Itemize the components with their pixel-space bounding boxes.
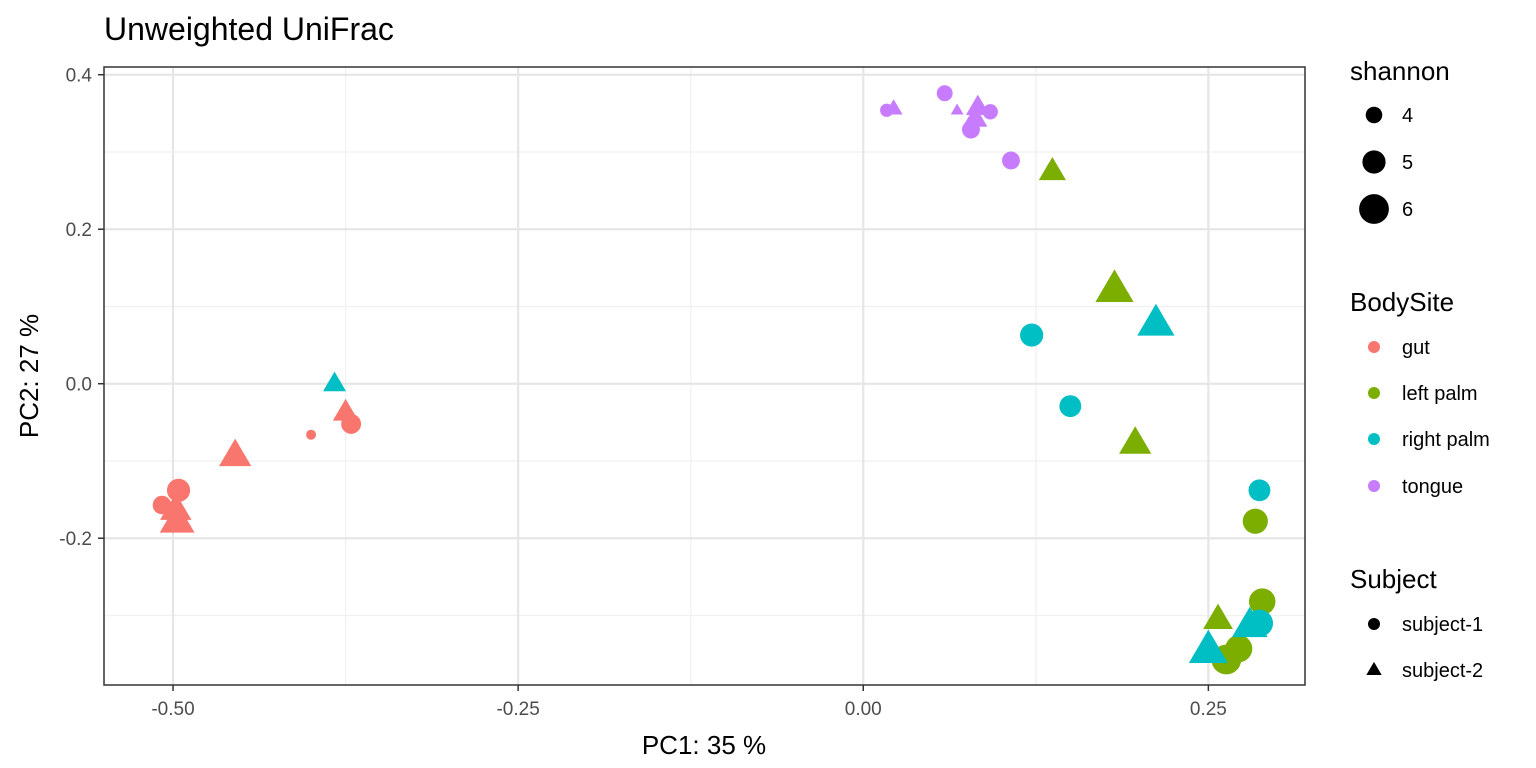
- y-axis-title: PC2: 27 %: [14, 314, 44, 438]
- data-point-right-palm-subject-1: [1245, 609, 1274, 637]
- data-point-right-palm-subject-1: [1248, 479, 1271, 502]
- legend-bodysite-label: right palm: [1402, 429, 1490, 451]
- y-tick-label: -0.2: [59, 529, 92, 550]
- data-point-gut-subject-2: [159, 502, 195, 533]
- legend-subject: Subject subject-1 subject-2: [1350, 564, 1483, 682]
- x-axis-title: PC1: 35 %: [642, 730, 766, 760]
- legend-subject-label: subject-2: [1402, 660, 1483, 682]
- x-tick-label: -0.25: [496, 699, 539, 720]
- data-point-tongue-subject-2: [884, 99, 903, 115]
- major-gridlines: [104, 67, 1305, 685]
- minor-gridlines: [104, 67, 1305, 685]
- data-point-gut-subject-1: [341, 413, 362, 434]
- y-tick-label: 0.2: [66, 220, 92, 241]
- x-axis-ticks: -0.50 -0.25 0.00 0.25: [151, 685, 1227, 720]
- legend-bodysite-title: BodySite: [1350, 287, 1454, 317]
- data-point-tongue-subject-1: [936, 85, 953, 102]
- legend-shannon-label: 6: [1402, 199, 1413, 221]
- legend-bodysite-label: gut: [1402, 337, 1430, 359]
- legend-bodysite-key: [1368, 433, 1380, 445]
- data-point-right-palm-subject-1: [1020, 323, 1044, 347]
- data-point-left-palm-subject-2: [1203, 603, 1233, 630]
- y-axis-ticks: -0.2 0.0 0.2 0.4: [59, 66, 104, 550]
- data-point-tongue-subject-2: [950, 103, 964, 115]
- legend-shannon-title: shannon: [1350, 56, 1450, 86]
- legend-shannon-label: 5: [1402, 152, 1413, 174]
- legend-subject-key: [1368, 618, 1380, 630]
- legend-subject-label: subject-1: [1402, 614, 1483, 636]
- x-tick-label: 0.25: [1190, 699, 1227, 720]
- legend-shannon-key: [1362, 150, 1386, 174]
- legend-bodysite-key: [1368, 480, 1380, 492]
- legend-shannon-key: [1359, 194, 1389, 224]
- data-point-left-palm-subject-2: [1038, 156, 1066, 181]
- legend-bodysite-key: [1368, 387, 1380, 399]
- data-point-tongue-subject-1: [982, 104, 998, 120]
- legend-subject-title: Subject: [1350, 564, 1437, 594]
- legend-bodysite-label: left palm: [1402, 383, 1478, 405]
- legend-bodysite-label: tongue: [1402, 476, 1463, 498]
- data-point-gut-subject-2: [218, 438, 252, 467]
- data-point-left-palm-subject-1: [1248, 588, 1276, 615]
- y-tick-label: 0.4: [66, 66, 93, 87]
- legend-shannon-label: 4: [1402, 105, 1413, 127]
- data-point-right-palm-subject-2: [323, 371, 347, 392]
- legend-bodysite-key: [1368, 341, 1380, 353]
- data-point-tongue-subject-1: [1002, 151, 1020, 170]
- plot-panel-border: [103, 66, 1306, 686]
- data-point-left-palm-subject-1: [1242, 508, 1268, 534]
- x-tick-label: -0.50: [151, 699, 194, 720]
- data-point-right-palm-subject-2: [1137, 303, 1175, 336]
- data-point-left-palm-subject-2: [1095, 269, 1134, 302]
- chart-title: Unweighted UniFrac: [104, 11, 394, 47]
- data-point-gut-subject-1: [306, 429, 317, 440]
- data-point-left-palm-subject-2: [1119, 426, 1152, 454]
- legend-shannon: shannon 4 5 6: [1350, 56, 1450, 224]
- data-point-tongue-subject-2: [962, 105, 988, 127]
- legend-subject-key: [1366, 661, 1382, 676]
- y-tick-label: 0.0: [66, 375, 92, 396]
- x-tick-label: 0.00: [845, 699, 882, 720]
- legend-shannon-key: [1365, 106, 1383, 124]
- data-points: [152, 85, 1276, 675]
- data-point-gut-subject-1: [166, 478, 191, 502]
- data-point-right-palm-subject-1: [1059, 395, 1082, 418]
- data-point-right-palm-subject-2: [1188, 629, 1228, 663]
- legend-bodysite: BodySite gut left palm right palm tongue: [1350, 287, 1490, 498]
